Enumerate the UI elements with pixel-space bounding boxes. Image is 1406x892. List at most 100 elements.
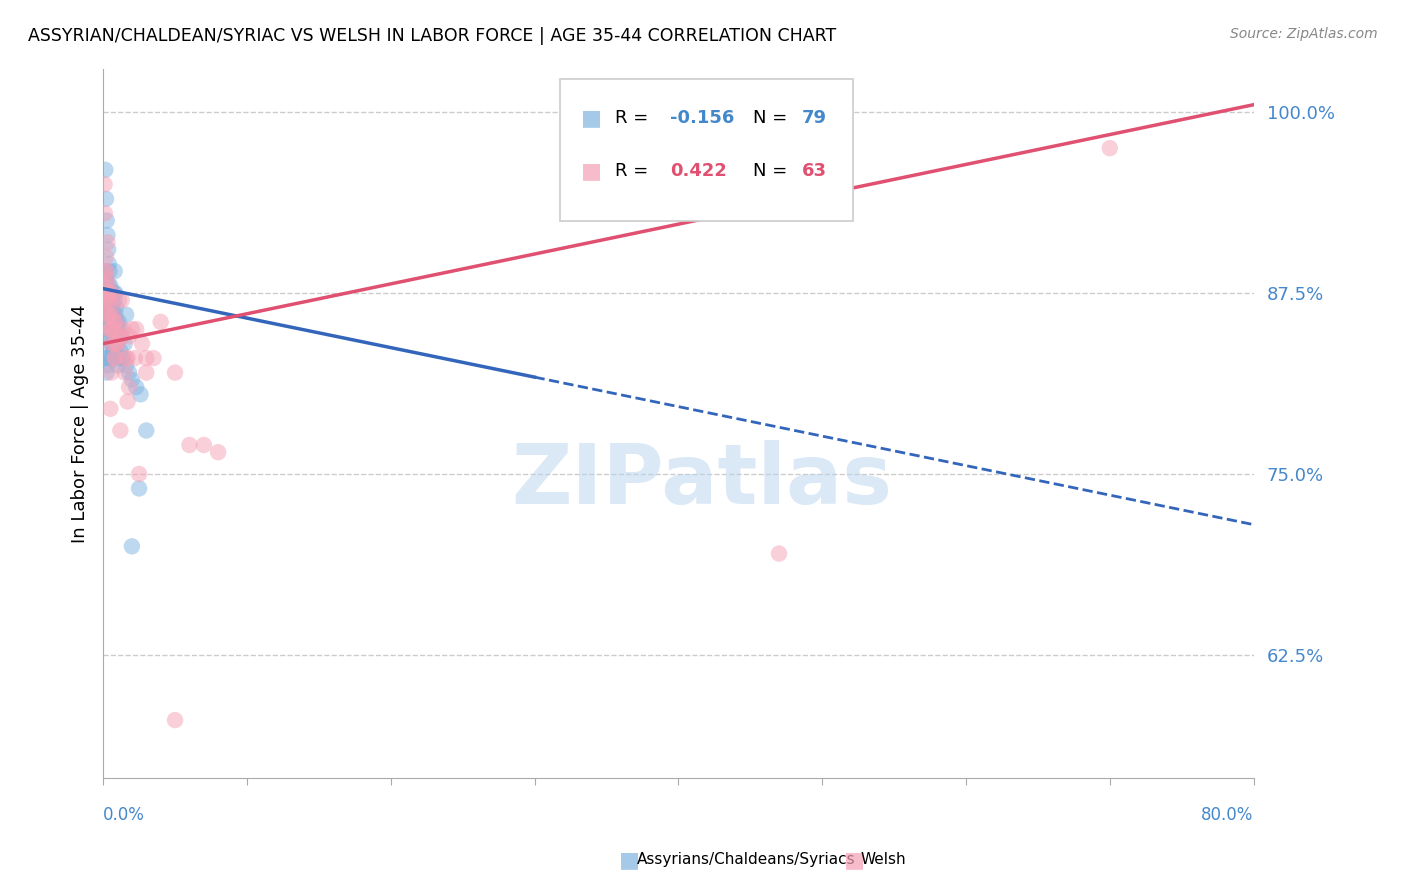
Point [94, 264, 117, 278]
Point [111, 351, 134, 365]
Point [97, 308, 120, 322]
Point [105, 315, 128, 329]
Point [125, 322, 148, 336]
Point [94, 264, 117, 278]
Point [97, 322, 120, 336]
Point [100, 336, 122, 351]
Point [98, 329, 121, 343]
Point [96, 366, 118, 380]
Point [96, 285, 118, 300]
Point [112, 322, 135, 336]
Point [100, 322, 122, 336]
Point [118, 329, 141, 343]
Text: ■: ■ [581, 161, 602, 181]
Point [104, 343, 127, 358]
Text: N =: N = [754, 162, 793, 180]
FancyBboxPatch shape [560, 79, 853, 221]
Point [112, 351, 135, 365]
Point [94, 351, 117, 365]
Point [98, 293, 121, 308]
Point [94, 271, 117, 285]
Point [96, 235, 118, 250]
Point [107, 359, 129, 373]
Point [93, 293, 115, 308]
Point [96, 308, 118, 322]
Point [104, 285, 127, 300]
Point [96, 213, 118, 227]
Point [107, 336, 129, 351]
Point [104, 315, 127, 329]
Point [98, 285, 121, 300]
Point [121, 322, 143, 336]
Point [131, 336, 153, 351]
Point [108, 315, 131, 329]
Point [104, 264, 127, 278]
Point [100, 285, 122, 300]
Text: 79: 79 [801, 109, 827, 128]
Point [94, 322, 117, 336]
Point [118, 380, 141, 394]
Point [94, 250, 117, 264]
Point [105, 315, 128, 329]
Point [97, 285, 120, 300]
Point [94, 315, 117, 329]
Point [117, 394, 139, 409]
Point [100, 336, 122, 351]
Point [135, 351, 157, 365]
Point [104, 351, 127, 365]
Point [100, 285, 122, 300]
Point [97, 278, 120, 293]
Point [94, 206, 117, 220]
Point [98, 293, 121, 308]
Text: N =: N = [754, 109, 793, 128]
Point [135, 366, 157, 380]
Point [115, 359, 138, 373]
Point [96, 278, 118, 293]
Point [103, 308, 125, 322]
Point [114, 366, 136, 380]
Text: Assyrians/Chaldeans/Syriacs: Assyrians/Chaldeans/Syriacs [637, 853, 855, 867]
Point [97, 315, 120, 329]
Point [94, 264, 117, 278]
Point [97, 257, 120, 271]
Point [94, 293, 117, 308]
Point [114, 336, 136, 351]
Point [135, 424, 157, 438]
Point [98, 308, 121, 322]
Point [93, 278, 115, 293]
Text: R =: R = [614, 109, 654, 128]
Point [97, 293, 120, 308]
Point [97, 301, 120, 315]
Text: ZIPatlas: ZIPatlas [510, 440, 891, 521]
Point [115, 308, 138, 322]
Point [97, 278, 120, 293]
Point [93, 178, 115, 192]
Point [101, 308, 124, 322]
Point [103, 285, 125, 300]
Point [98, 293, 121, 308]
Text: 0.0%: 0.0% [103, 806, 145, 824]
Point [100, 293, 122, 308]
Point [96, 285, 118, 300]
Point [193, 438, 215, 452]
Point [107, 322, 129, 336]
Point [110, 329, 132, 343]
Point [94, 293, 117, 308]
Point [100, 336, 122, 351]
Point [129, 387, 152, 401]
Y-axis label: In Labor Force | Age 35-44: In Labor Force | Age 35-44 [72, 304, 89, 542]
Point [104, 308, 127, 322]
Point [96, 227, 118, 242]
Point [104, 322, 127, 336]
Point [105, 301, 128, 315]
Point [111, 329, 134, 343]
Point [100, 322, 122, 336]
Point [93, 271, 115, 285]
Point [117, 351, 139, 365]
Text: 0.422: 0.422 [671, 162, 727, 180]
Point [94, 192, 117, 206]
Point [94, 301, 117, 315]
Point [107, 329, 129, 343]
Point [96, 285, 118, 300]
Point [96, 271, 118, 285]
